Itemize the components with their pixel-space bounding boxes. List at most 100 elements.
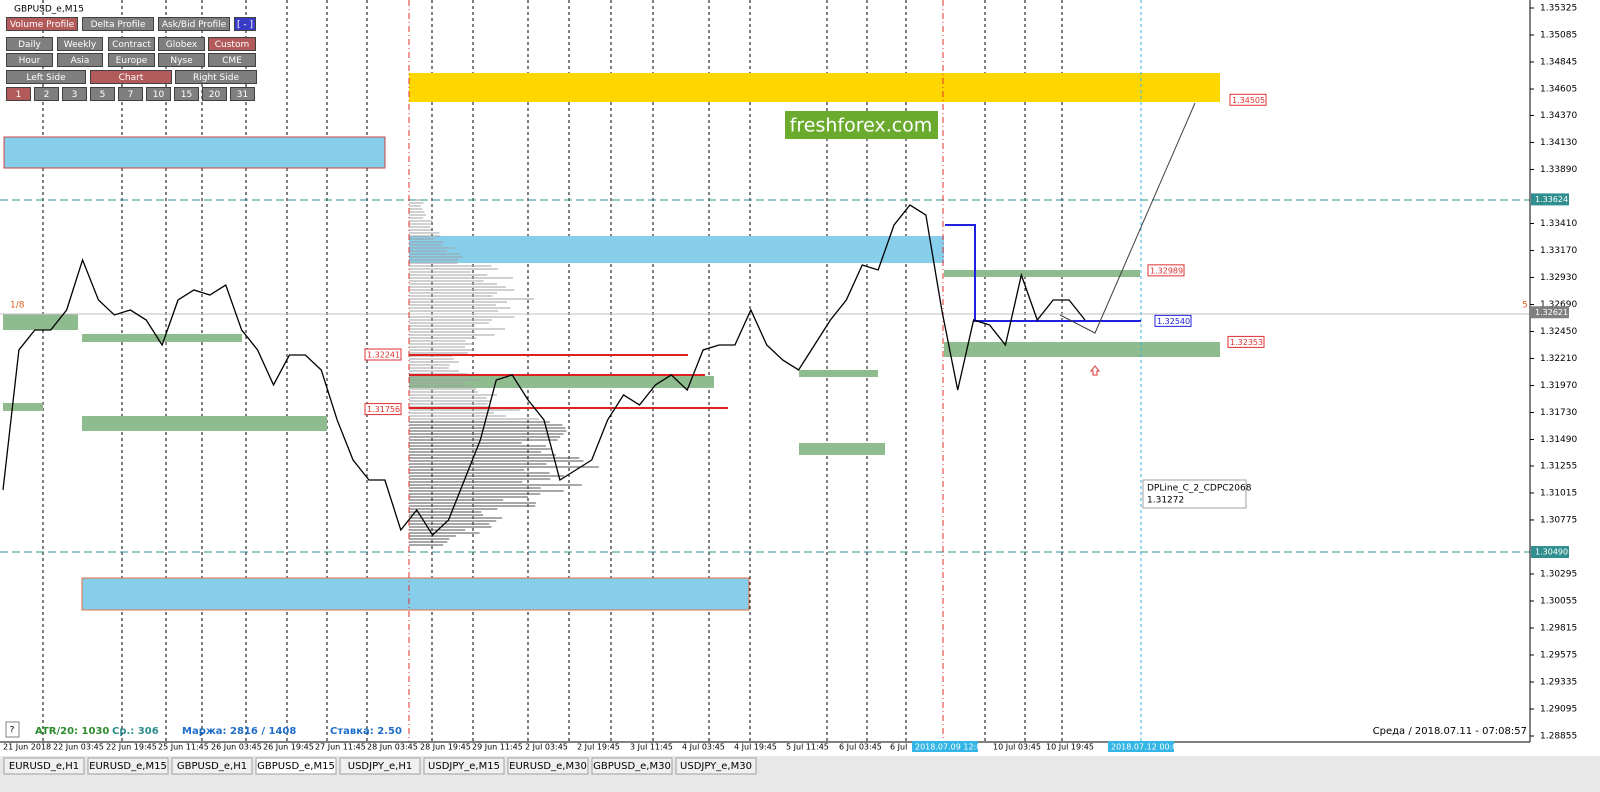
toolbar-button[interactable]: 15	[174, 87, 199, 101]
tooltip	[1142, 479, 1247, 509]
toolbar-button[interactable]: 3	[62, 87, 87, 101]
y-tick-label: 1.31490	[1540, 435, 1577, 445]
tab-label[interactable]: USDJPY_e,H1	[348, 761, 412, 772]
price-highlight	[1531, 306, 1569, 319]
toolbar-button[interactable]: 10	[146, 87, 171, 101]
y-tick-label: 1.29335	[1540, 677, 1577, 687]
toolbar-button[interactable]: Weekly	[57, 37, 103, 51]
red-levels	[409, 354, 728, 409]
x-tick-label: 25 Jun 11:45	[158, 743, 209, 752]
tab-label[interactable]: USDJPY_e,M15	[428, 761, 500, 772]
toolbar-button[interactable]: Custom	[208, 37, 256, 51]
price-highlight-label: 1.33624	[1535, 195, 1568, 204]
window-title: GBPUSD_e,M15	[14, 5, 84, 15]
help-button[interactable]	[5, 721, 20, 738]
y-tick-label: 1.35085	[1540, 31, 1577, 41]
toolbar-button[interactable]: 7	[118, 87, 143, 101]
tab-label[interactable]: GBPUSD_e,M15	[257, 761, 335, 772]
y-tick-label: 1.29095	[1540, 704, 1577, 714]
y-tick-label: 1.31015	[1540, 488, 1577, 498]
tab[interactable]	[171, 757, 253, 775]
y-tick-label: 1.34130	[1540, 138, 1577, 148]
toolbar-button[interactable]: Chart	[90, 70, 172, 84]
x-tick-label: 10 Jul 19:45	[1046, 743, 1094, 752]
y-tick-label: 1.30055	[1540, 596, 1577, 606]
price-highlight-label: 1.32621	[1535, 308, 1568, 317]
tab-label[interactable]: EURUSD_e,M15	[89, 761, 167, 772]
toolbar-button[interactable]: Europe	[108, 53, 155, 67]
zones-green	[3, 270, 1220, 455]
tab[interactable]	[339, 757, 421, 775]
toolbar-button[interactable]: Delta Profile	[82, 17, 154, 31]
toolbar-button[interactable]: Ask/Bid Profile	[158, 17, 230, 31]
level-label-box	[364, 348, 402, 361]
tab[interactable]	[591, 757, 673, 775]
toolbar-button[interactable]: 31	[230, 87, 255, 101]
level-label: 1.31756	[367, 405, 400, 414]
zone-blue	[409, 236, 944, 263]
tab[interactable]	[255, 757, 337, 775]
help-text[interactable]: ?	[10, 726, 15, 736]
toolbar-button[interactable]: Volume Profile	[6, 17, 78, 31]
level-label: 1.32353	[1230, 338, 1263, 347]
level-label-box	[1147, 264, 1185, 277]
time-highlight-label: 2018.07.12 00:00	[1111, 743, 1182, 752]
tab[interactable]	[423, 757, 505, 775]
step-line	[945, 224, 1141, 322]
toolbar-button[interactable]: Daily	[6, 37, 53, 51]
y-tick-label: 1.29815	[1540, 623, 1577, 633]
tab-label[interactable]: EURUSD_e,H1	[9, 761, 79, 772]
x-tick-label: 6 Jul 03:45	[839, 743, 882, 752]
toolbar-button[interactable]: Left Side	[6, 70, 86, 84]
status-atr: ATR/20: 1030	[35, 726, 109, 737]
x-tick-label: 4 Jul 19:45	[734, 743, 777, 752]
x-tick-label: 27 Jun 11:45	[315, 743, 366, 752]
y-tick-label: 1.33170	[1540, 246, 1577, 256]
level-label: 1.32540	[1157, 317, 1190, 326]
tab[interactable]	[675, 757, 757, 775]
tooltip-name: DPLine_C_2_CDPC2068	[1147, 484, 1252, 494]
level-label-box	[1229, 93, 1267, 106]
toolbar-button[interactable]: CME	[208, 53, 256, 67]
x-tick-label: 28 Jun 19:45	[420, 743, 471, 752]
toolbar-button[interactable]: [ - ]	[234, 17, 256, 31]
toolbar-button[interactable]: Contract	[108, 37, 155, 51]
toolbar-button[interactable]: Nyse	[158, 53, 205, 67]
toolbar-button[interactable]: 2	[34, 87, 59, 101]
x-tick-label: 5 Jul 11:45	[786, 743, 829, 752]
grid	[42, 0, 1063, 742]
level-label: 1.34505	[1232, 96, 1265, 105]
toolbar-button[interactable]: Globex	[158, 37, 205, 51]
x-tick-label: 10 Jul 03:45	[993, 743, 1041, 752]
y-tick-label: 1.33890	[1540, 165, 1577, 175]
toolbar-button[interactable]: Right Side	[175, 70, 257, 84]
time-highlight-label: 2018.07.09 12:00	[915, 743, 986, 752]
tab[interactable]	[87, 757, 169, 775]
x-tick-label: 29 Jun 11:45	[472, 743, 523, 752]
y-tick-label: 1.34370	[1540, 111, 1577, 121]
price-highlight	[1531, 193, 1569, 206]
tab-label[interactable]: EURUSD_e,M30	[509, 761, 587, 772]
status-avg: Ср.: 306	[112, 726, 159, 737]
level-label: 1.32989	[1150, 266, 1183, 275]
tab-label[interactable]: GBPUSD_e,H1	[177, 761, 247, 772]
toolbar-button[interactable]: Hour	[6, 53, 53, 67]
x-tick-label: 21 Jun 2018	[3, 743, 51, 752]
level-label-box	[1154, 314, 1192, 327]
toolbar-button[interactable]: 1	[6, 87, 31, 101]
tab-label[interactable]: GBPUSD_e,M30	[593, 761, 671, 772]
y-tick-label: 1.33410	[1540, 219, 1577, 229]
x-tick-label: 4 Jul 03:45	[682, 743, 725, 752]
tab[interactable]	[3, 757, 85, 775]
y-tick-label: 1.29575	[1540, 650, 1577, 660]
watermark-bg	[785, 111, 938, 139]
tab[interactable]	[507, 757, 589, 775]
tab-label[interactable]: USDJPY_e,M30	[680, 761, 752, 772]
toolbar-button[interactable]: 5	[90, 87, 115, 101]
toolbar-button[interactable]: Asia	[57, 53, 103, 67]
y-tick-label: 1.34605	[1540, 85, 1577, 95]
toolbar-button[interactable]: 20	[202, 87, 227, 101]
x-tick-label: 3 Jul 11:45	[630, 743, 673, 752]
